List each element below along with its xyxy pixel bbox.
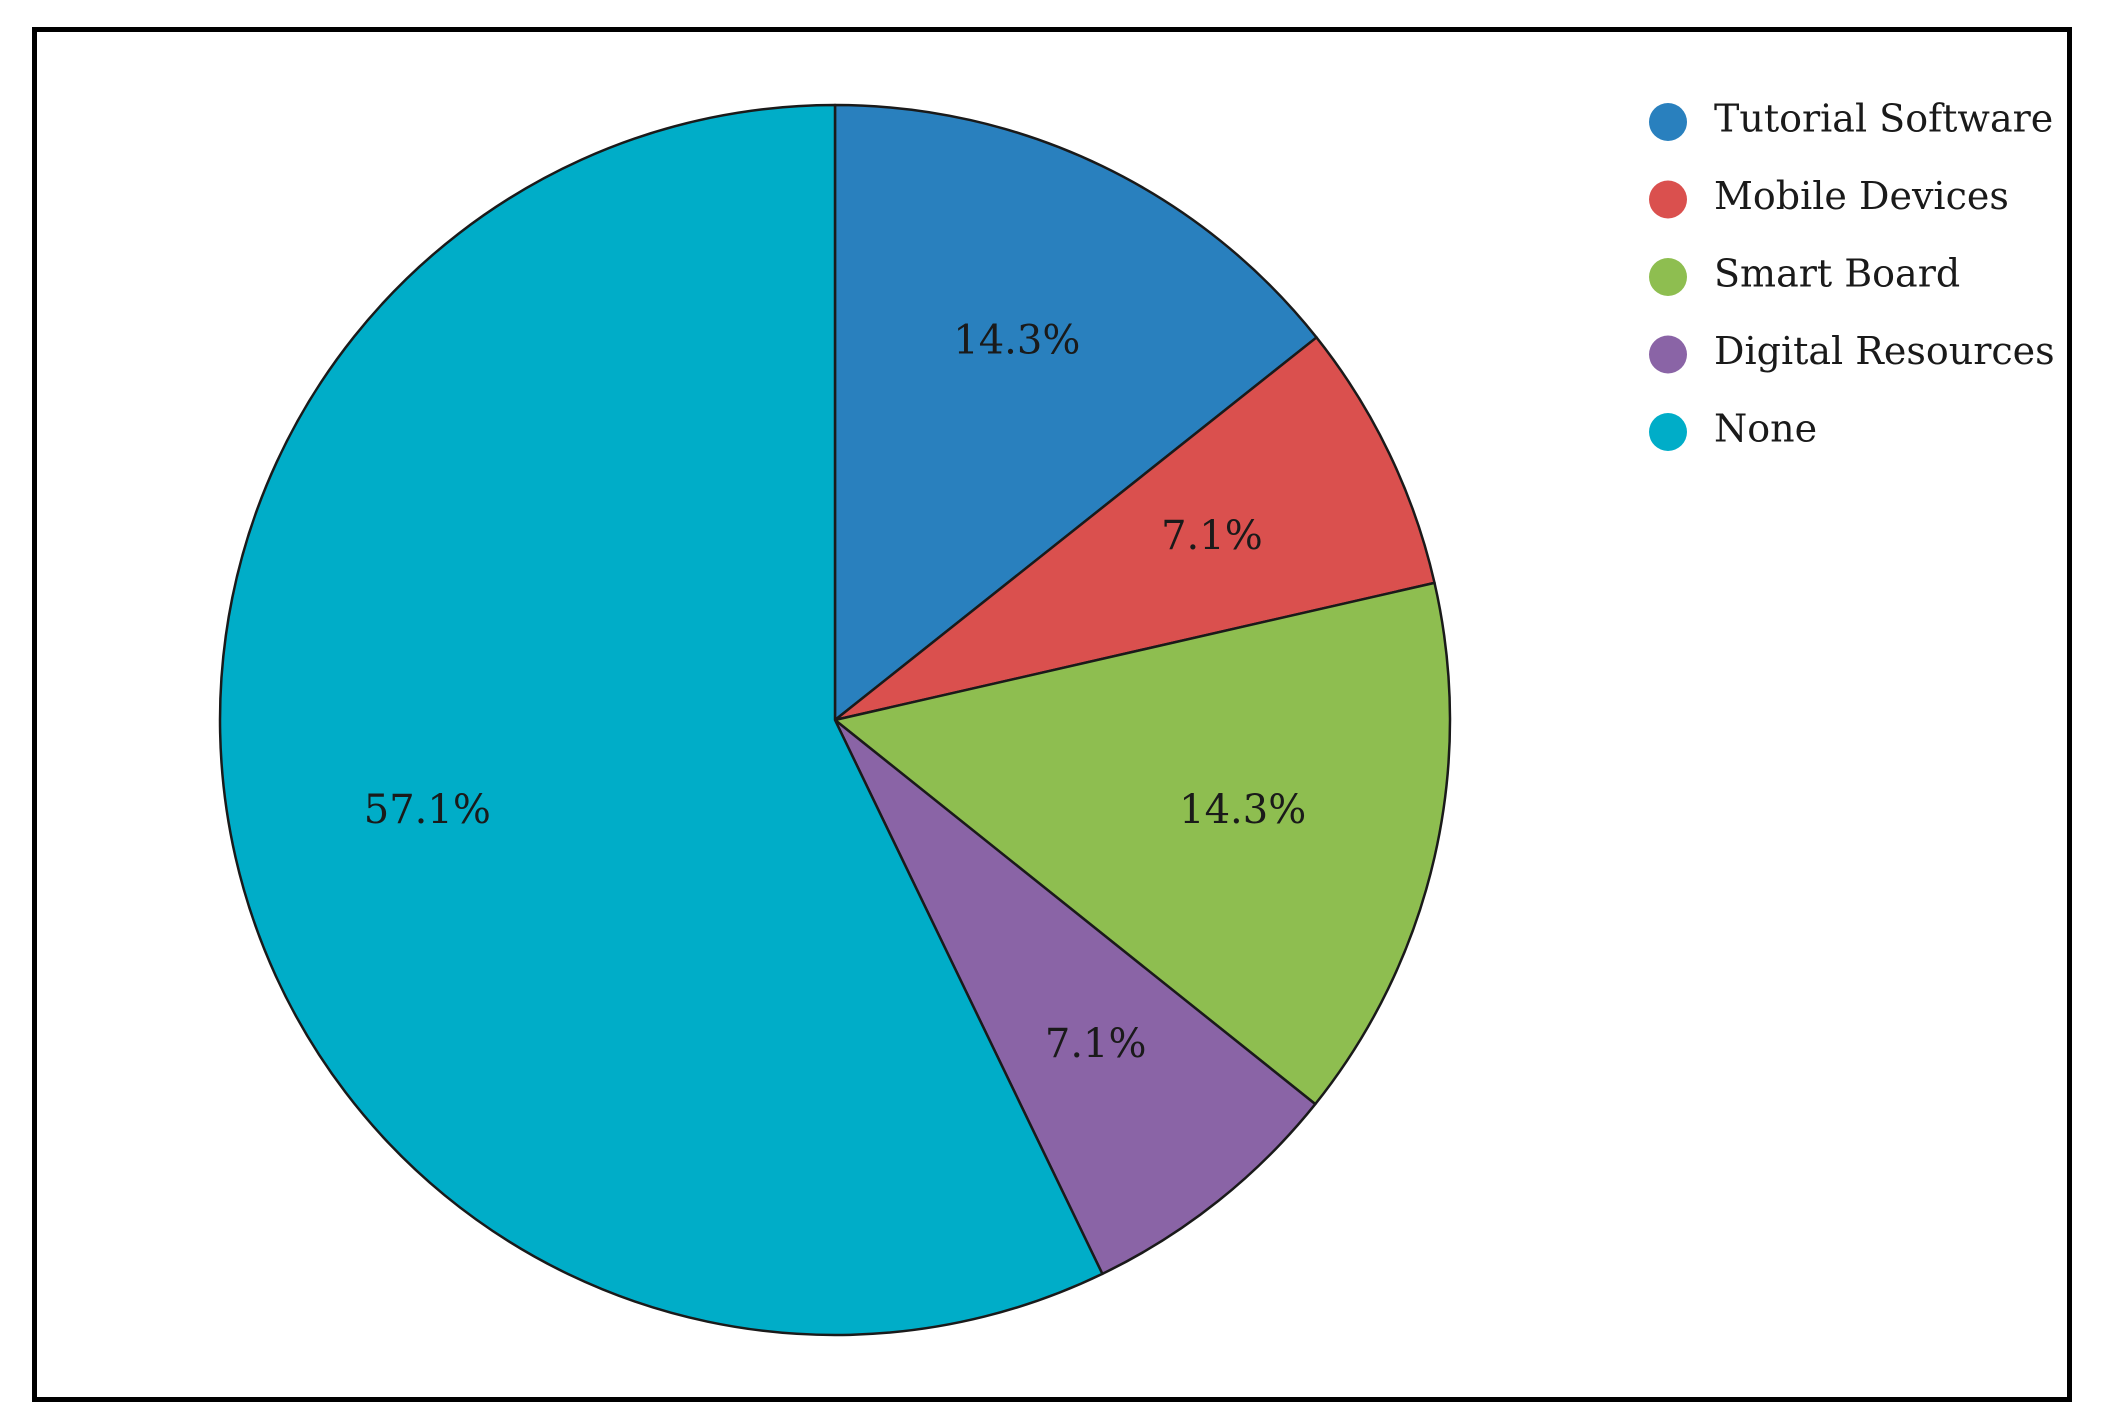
legend-marker (1649, 103, 1687, 141)
legend-item-mobile-devices: Mobile Devices (1649, 174, 2009, 219)
legend-label: Mobile Devices (1714, 174, 2009, 218)
slice-label-smart-board: 14.3% (1179, 787, 1306, 833)
legend-marker (1649, 180, 1687, 219)
legend-marker (1649, 258, 1687, 296)
slice-label-digital-resources: 7.1% (1045, 1021, 1147, 1067)
legend-marker (1649, 413, 1687, 451)
pie-slice-mobile-devices (833, 336, 1436, 722)
legend-item-digital-resources: Digital Resources (1649, 329, 2055, 374)
pie-slices (218, 103, 1452, 1337)
slice-label-tutorial-software: 14.3% (953, 317, 1080, 363)
legend-label: None (1714, 407, 1817, 451)
legend-label: Tutorial Software (1714, 97, 2053, 141)
pie-slice-none (218, 103, 1104, 1337)
legend: Tutorial Software Mobile Devices Smart Boa… (1649, 97, 2055, 451)
slice-label-none: 57.1% (364, 787, 491, 833)
legend-label: Smart Board (1714, 252, 1960, 296)
legend-item-tutorial-software: Tutorial Software (1649, 97, 2053, 141)
legend-marker (1649, 335, 1687, 374)
legend-item-none: None (1649, 407, 1817, 451)
pie-slice-digital-resources (833, 718, 1317, 1276)
slice-label-mobile-devices: 7.1% (1161, 513, 1263, 559)
pie-slice-labels: 14.3% 7.1% 14.3% 7.1% 57.1% (364, 317, 1306, 1067)
pie-slice-tutorial-software (833, 103, 1318, 722)
pie-slice-smart-board (833, 581, 1452, 1106)
legend-label: Digital Resources (1714, 329, 2055, 373)
legend-item-smart-board: Smart Board (1649, 252, 1960, 296)
